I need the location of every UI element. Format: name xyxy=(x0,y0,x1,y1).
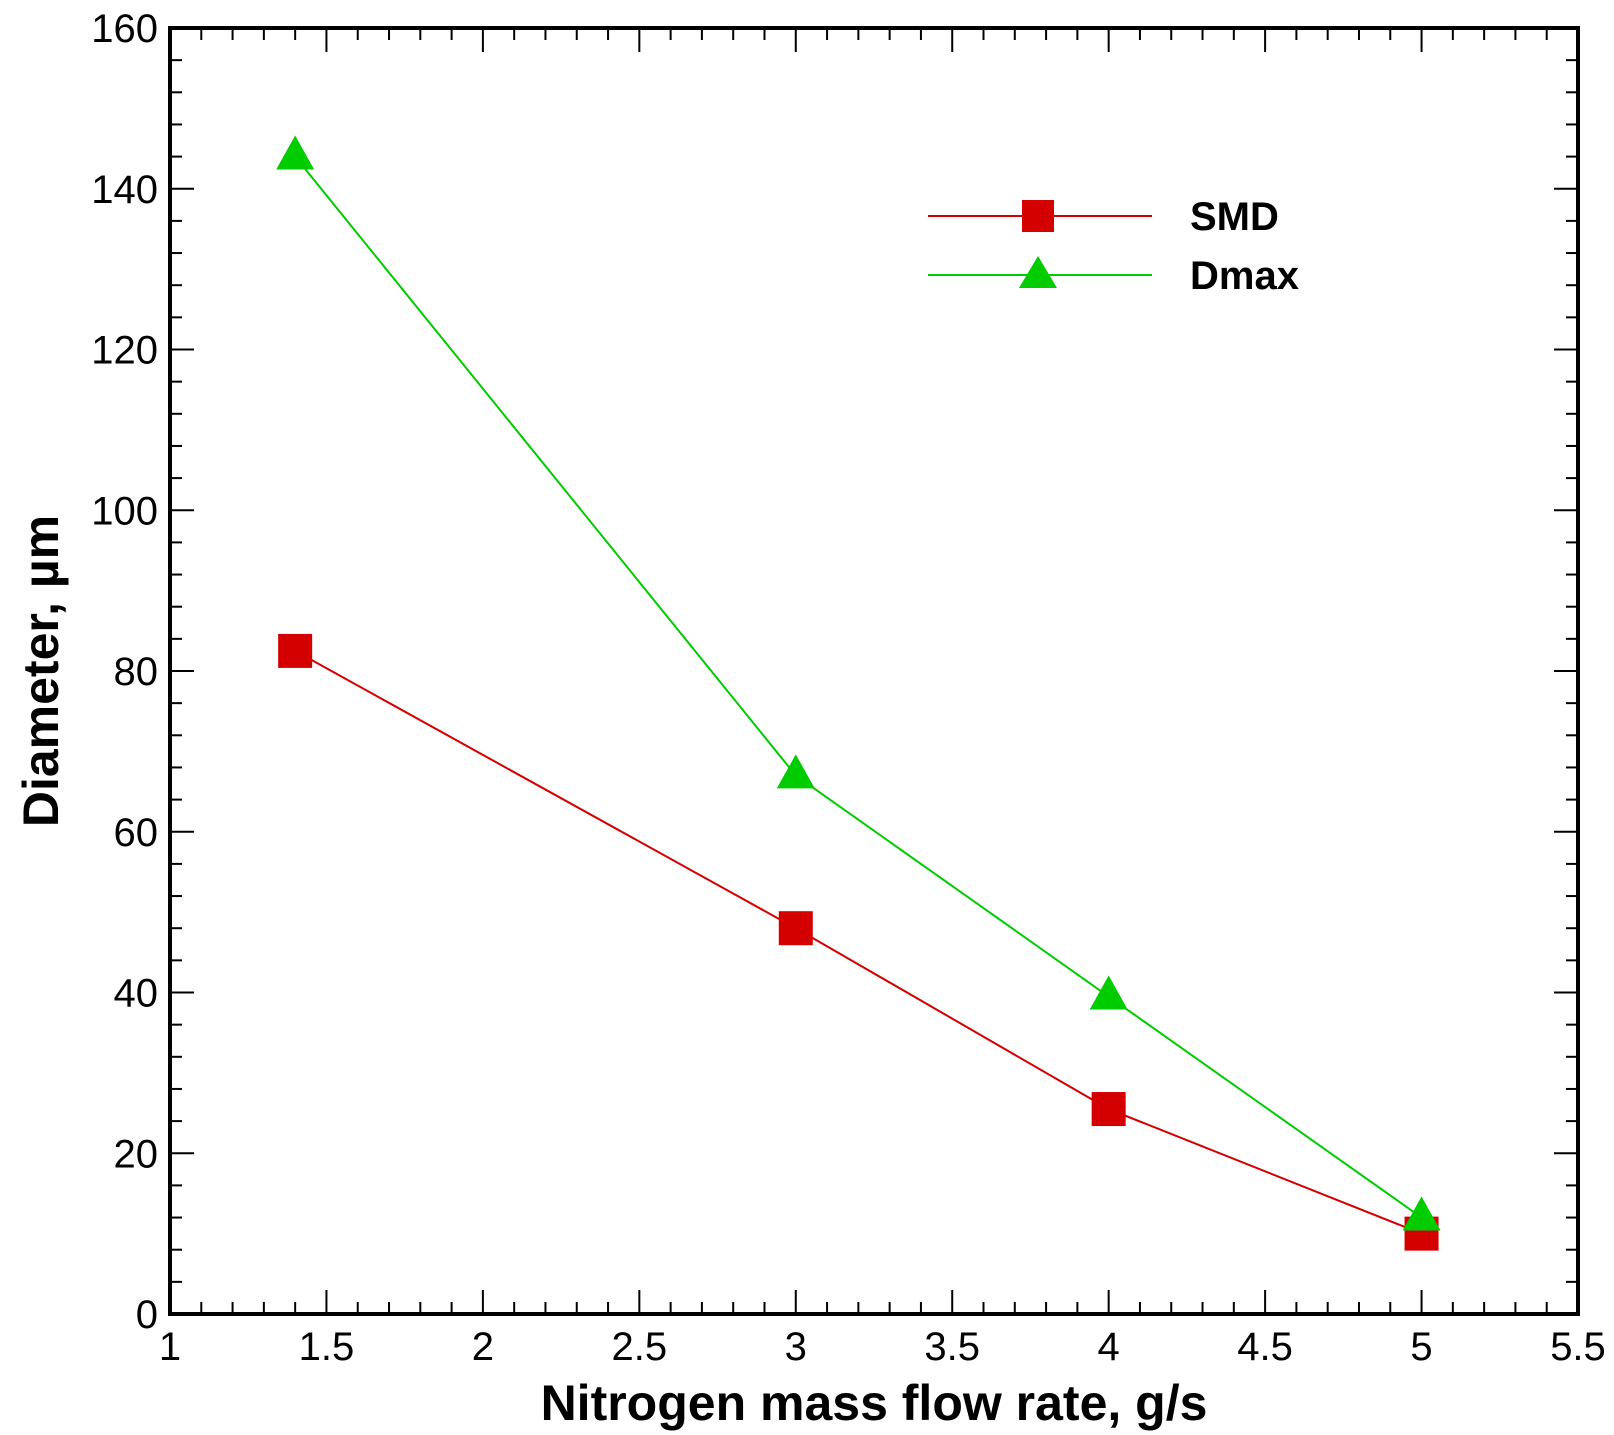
y-axis-title: Diameter, µm xyxy=(13,515,69,827)
y-tick-label: 40 xyxy=(114,972,159,1016)
x-tick-label: 3.5 xyxy=(924,1325,980,1369)
x-tick-label: 4.5 xyxy=(1237,1325,1293,1369)
series-line-smd xyxy=(294,650,1422,1235)
legend-dmax-label: Dmax xyxy=(1190,254,1299,298)
data-point-smd xyxy=(278,633,313,668)
x-tick-label: 2 xyxy=(472,1325,494,1369)
series-markers xyxy=(276,135,1441,1251)
y-tick-label: 100 xyxy=(91,489,158,533)
y-tick-label: 20 xyxy=(114,1132,159,1176)
series-line-dmax xyxy=(294,155,1423,1219)
legend-smd-label: SMD xyxy=(1190,195,1279,239)
y-tick-label: 160 xyxy=(91,7,158,51)
x-tick-label: 2.5 xyxy=(612,1325,668,1369)
legend: SMD Dmax xyxy=(928,195,1299,298)
data-point-dmax xyxy=(276,135,315,170)
y-tick-label: 0 xyxy=(136,1293,158,1337)
x-tick-label: 4 xyxy=(1098,1325,1120,1369)
y-axis-tick-labels: 0 20 40 60 80 100 120 140 160 xyxy=(91,7,158,1337)
x-tick-label: 1.5 xyxy=(299,1325,355,1369)
y-tick-label: 140 xyxy=(91,168,158,212)
data-point-dmax xyxy=(1089,975,1128,1010)
legend-smd-marker xyxy=(1022,200,1054,232)
plot-area-frame xyxy=(168,26,1580,1316)
y-axis-ticks xyxy=(170,27,1578,1315)
x-tick-label: 5.5 xyxy=(1550,1325,1606,1369)
x-tick-label: 5 xyxy=(1410,1325,1432,1369)
x-axis-tick-labels: 1 1.5 2 2.5 3 3.5 4 4.5 5 5.5 xyxy=(159,1325,1606,1369)
x-tick-label: 3 xyxy=(785,1325,807,1369)
series-lines xyxy=(294,155,1423,1235)
data-point-smd xyxy=(778,911,813,946)
data-point-dmax xyxy=(776,754,815,789)
x-axis-ticks xyxy=(169,28,1579,1314)
legend-dmax-marker xyxy=(1019,256,1057,288)
y-tick-label: 80 xyxy=(114,650,159,694)
x-tick-label: 1 xyxy=(159,1325,181,1369)
y-tick-label: 120 xyxy=(91,329,158,373)
y-tick-label: 60 xyxy=(114,811,159,855)
x-axis-title: Nitrogen mass flow rate, g/s xyxy=(541,1375,1208,1431)
data-point-dmax xyxy=(1402,1196,1441,1231)
data-point-smd xyxy=(1091,1092,1126,1127)
